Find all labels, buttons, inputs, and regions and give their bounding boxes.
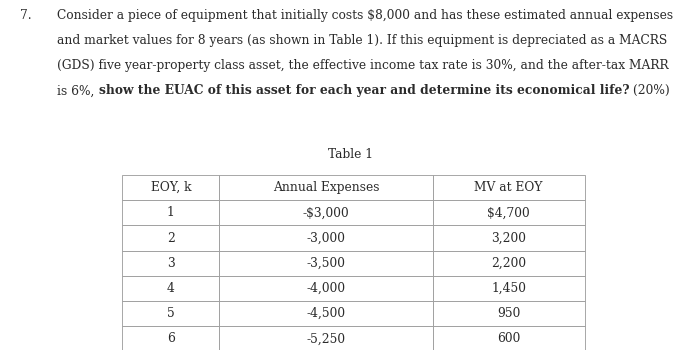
Text: 5: 5 [167,307,174,320]
Text: and market values for 8 years (as shown in Table 1). If this equipment is deprec: and market values for 8 years (as shown … [57,34,668,47]
Text: EOY, k: EOY, k [150,181,191,194]
Text: 3: 3 [167,257,174,270]
Text: 950: 950 [497,307,520,320]
Text: 1: 1 [167,206,174,219]
Text: 7.: 7. [20,9,32,22]
Text: -3,500: -3,500 [307,257,345,270]
Text: 2: 2 [167,231,175,245]
Text: Annual Expenses: Annual Expenses [273,181,379,194]
Text: show the EUAC of this asset for each year and determine its economical life?: show the EUAC of this asset for each yea… [99,84,629,97]
Text: 2,200: 2,200 [491,257,526,270]
Text: (GDS) five year-property class asset, the effective income tax rate is 30%, and : (GDS) five year-property class asset, th… [57,59,669,72]
Text: -5,250: -5,250 [307,332,346,345]
Text: (20%): (20%) [629,84,670,97]
Text: $4,700: $4,700 [487,206,530,219]
Text: Table 1: Table 1 [328,148,372,161]
Text: 600: 600 [497,332,520,345]
Text: 6: 6 [167,332,175,345]
Text: 1,450: 1,450 [491,282,526,295]
Text: is 6%,: is 6%, [57,84,99,97]
Text: MV at EOY: MV at EOY [475,181,543,194]
Text: -$3,000: -$3,000 [302,206,349,219]
Text: -3,000: -3,000 [307,231,345,245]
Text: -4,500: -4,500 [307,307,346,320]
Text: Consider a piece of equipment that initially costs $8,000 and has these estimate: Consider a piece of equipment that initi… [57,9,673,22]
Text: 3,200: 3,200 [491,231,526,245]
Text: 4: 4 [167,282,175,295]
Text: -4,000: -4,000 [307,282,346,295]
